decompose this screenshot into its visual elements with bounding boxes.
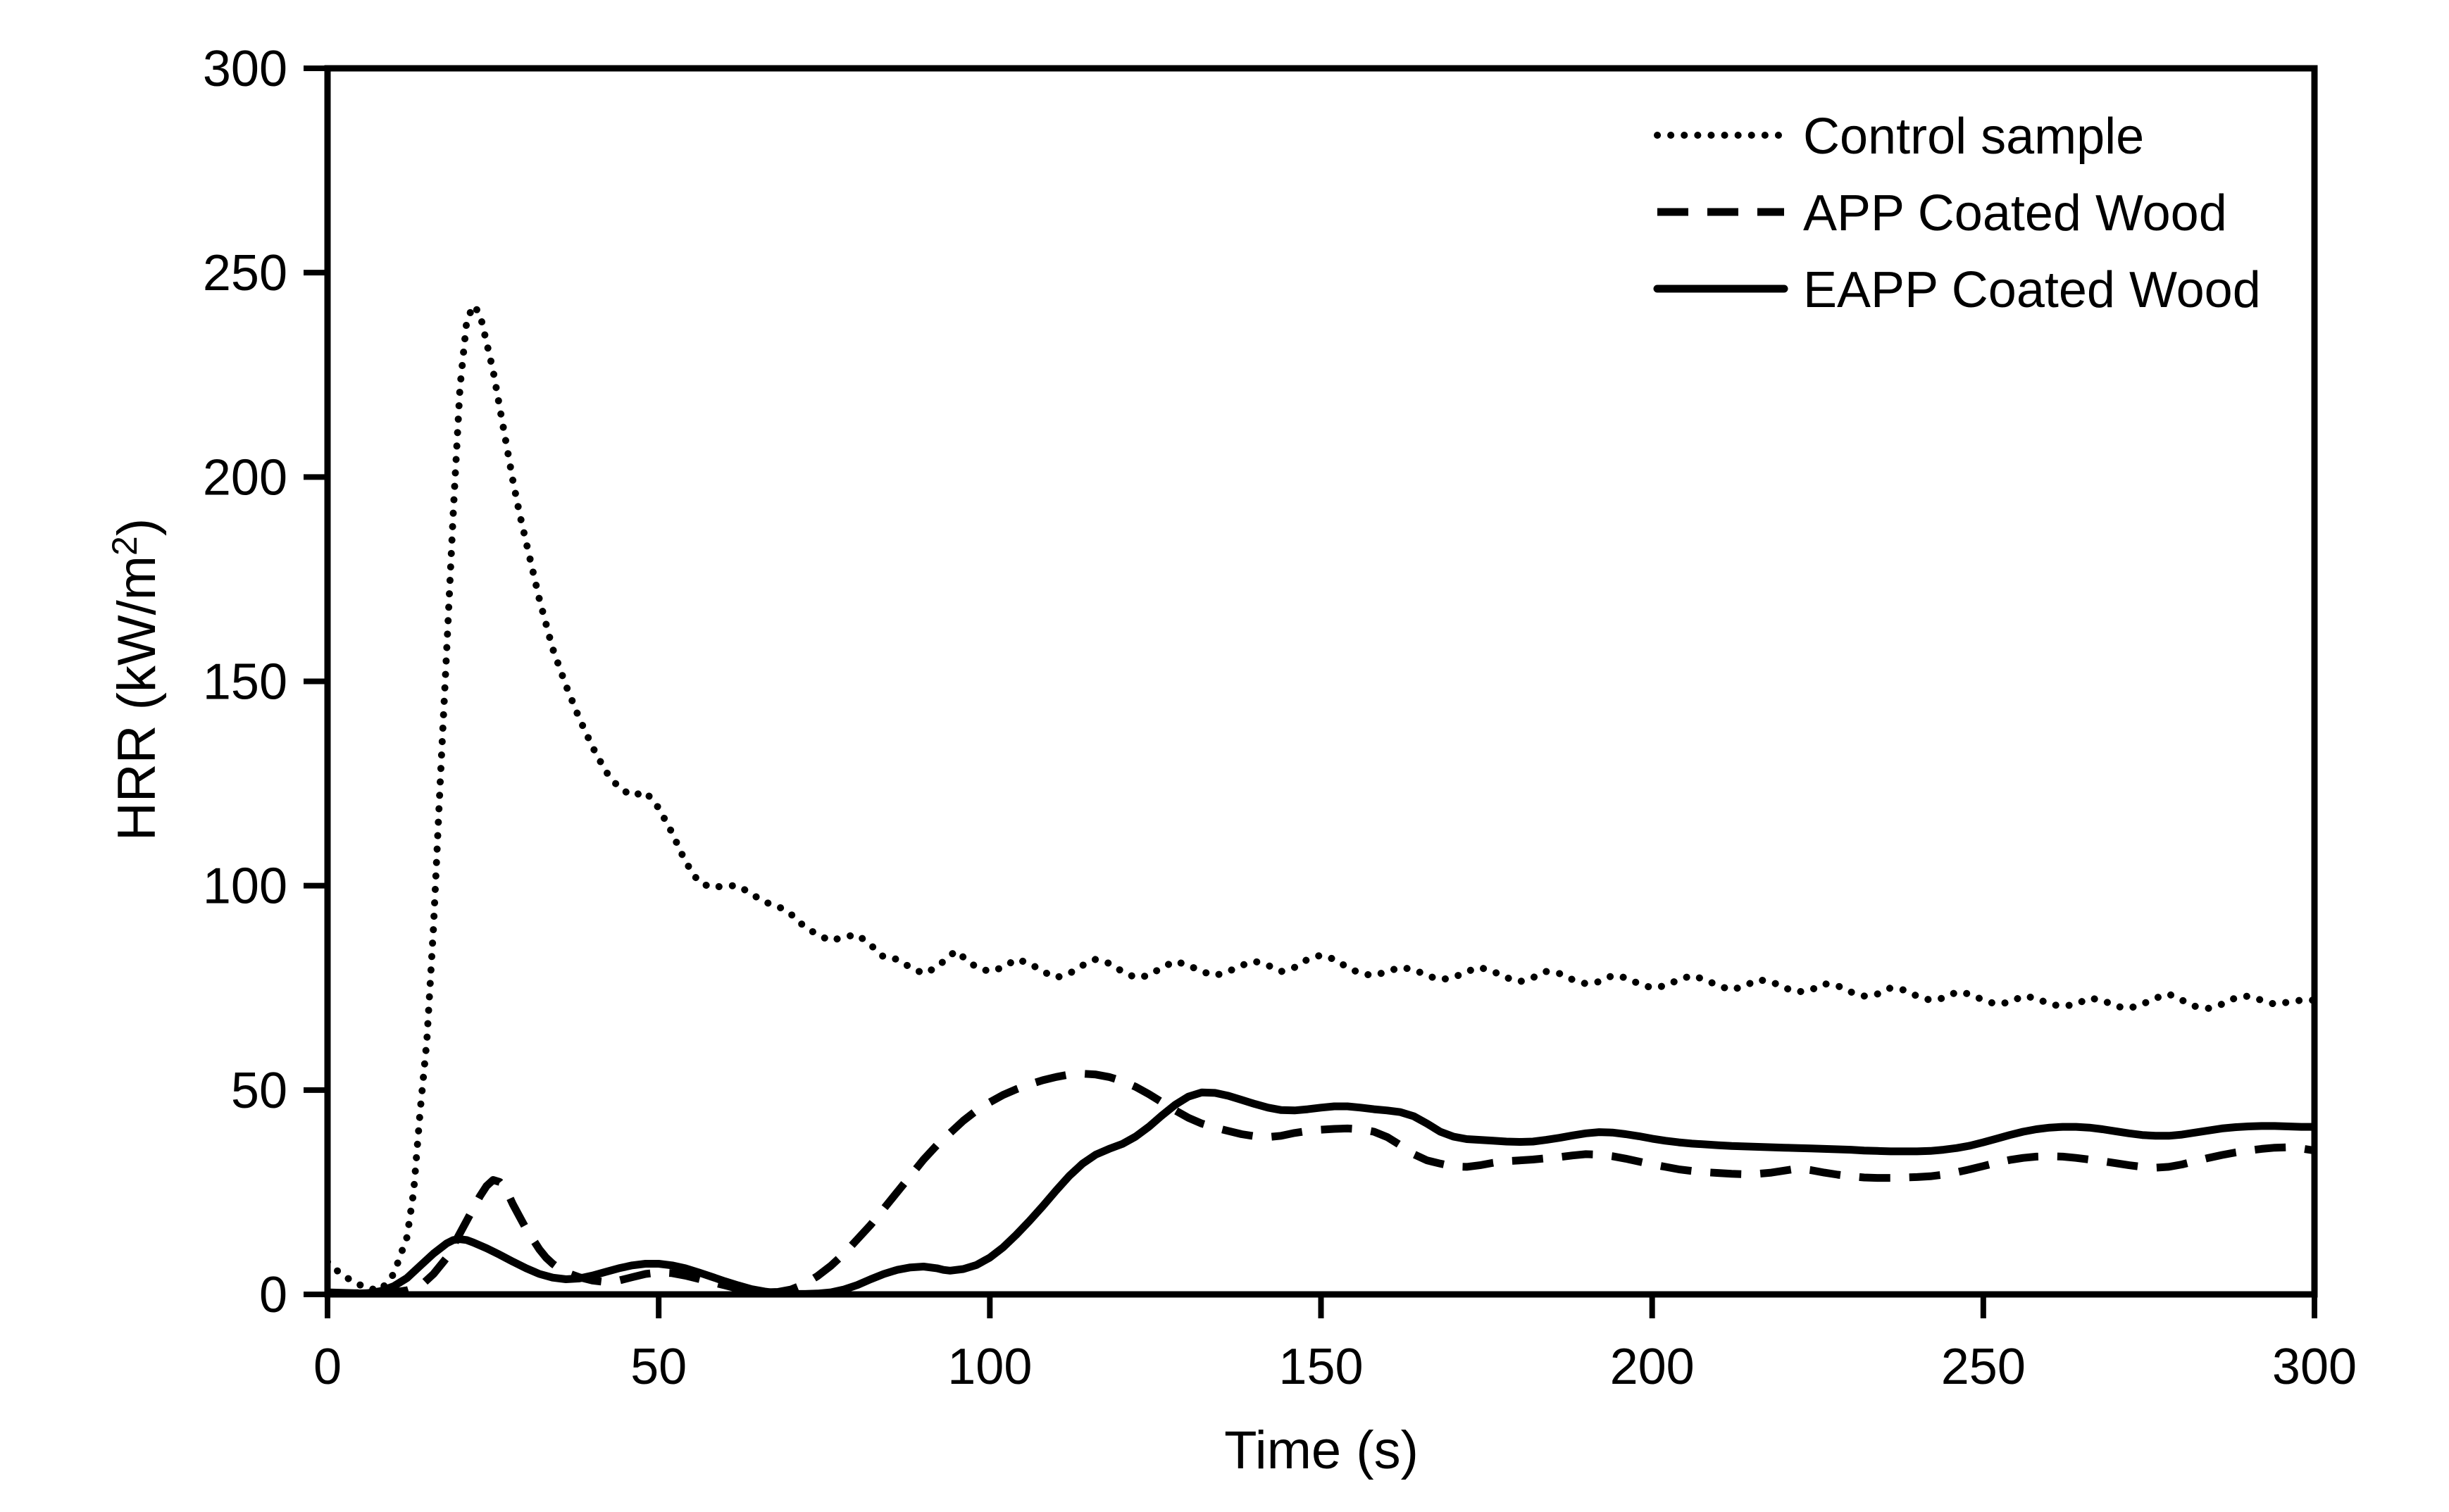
legend-label-app-coated-wood: APP Coated Wood: [1803, 185, 2227, 242]
x-tick-label: 250: [1941, 1339, 2026, 1395]
legend-label-control-sample: Control sample: [1803, 108, 2144, 165]
x-tick-label: 150: [1278, 1339, 1363, 1395]
y-axis-title-close: ): [107, 518, 167, 536]
y-tick-label: 250: [203, 245, 287, 301]
data-series: [328, 301, 2314, 1294]
x-tick-label: 0: [313, 1339, 342, 1395]
y-tick-label: 0: [259, 1267, 287, 1323]
legend-item-control-sample: Control sample: [1654, 108, 2144, 165]
y-axis-title-superscript: 2: [105, 536, 144, 556]
x-tick-label: 200: [1610, 1339, 1695, 1395]
legend-item-app-coated-wood: APP Coated Wood: [1657, 185, 2227, 242]
y-axis-title-main: HRR (kW/m: [107, 556, 167, 841]
y-tick-label: 200: [203, 449, 287, 506]
y-tick-label: 100: [203, 858, 287, 915]
x-axis: 0 50 100 150 200 250 300: [313, 1294, 2357, 1395]
x-tick-label: 100: [947, 1339, 1032, 1395]
legend-item-eapp-coated-wood: EAPP Coated Wood: [1653, 262, 2261, 318]
x-tick-label: 50: [630, 1339, 687, 1395]
legend: Control sample APP Coated Wood EAPP Coated…: [1653, 108, 2261, 318]
y-tick-label: 300: [203, 41, 287, 97]
series-line-eapp-coated-wood: [328, 1088, 2314, 1294]
legend-label-eapp-coated-wood: EAPP Coated Wood: [1803, 262, 2261, 318]
y-tick-label: 150: [203, 654, 287, 711]
series-line-control-sample: [328, 301, 2314, 1294]
y-axis: 0 50 100 150 200 250 300: [203, 41, 328, 1323]
series-line-app-coated-wood: [328, 1070, 2314, 1294]
y-tick-label: 50: [231, 1063, 287, 1119]
y-axis-title: HRR (kW/m2): [105, 518, 167, 841]
x-axis-title: Time (s): [1224, 1420, 1419, 1480]
x-tick-label: 300: [2272, 1339, 2357, 1395]
